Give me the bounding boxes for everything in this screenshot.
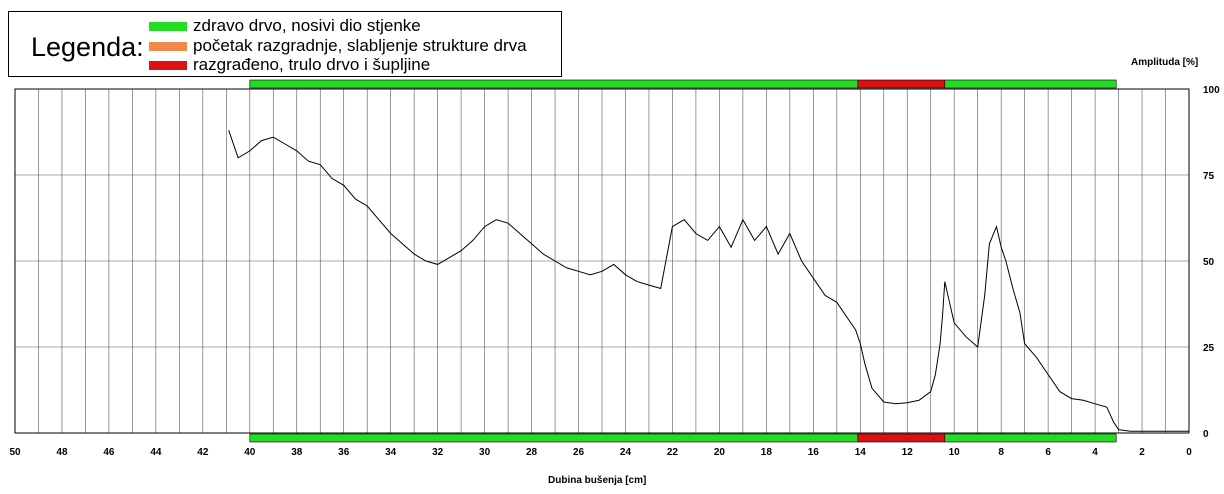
x-tick-label: 16 xyxy=(808,447,820,458)
status-band-top xyxy=(857,79,946,89)
status-band-bottom xyxy=(857,433,946,443)
x-tick-label: 38 xyxy=(291,447,303,458)
status-band-top xyxy=(944,79,1117,89)
legend-item-healthy: zdravo drvo, nosivi dio stjenke xyxy=(149,16,421,36)
plot-frame xyxy=(14,88,1190,434)
series-layer xyxy=(228,130,1189,432)
y-tick-label: 50 xyxy=(1203,257,1215,268)
legend-item-decay-start: početak razgradnje, slabljenje strukture… xyxy=(149,36,527,56)
amplitude-line xyxy=(228,130,1189,432)
x-tick-label: 0 xyxy=(1186,447,1192,458)
legend-label-decay-start: početak razgradnje, slabljenje strukture… xyxy=(193,36,527,55)
x-tick-label: 42 xyxy=(197,447,209,458)
x-tick-label: 36 xyxy=(338,447,350,458)
legend-label-healthy: zdravo drvo, nosivi dio stjenke xyxy=(193,16,421,35)
x-tick-label: 26 xyxy=(573,447,585,458)
x-axis-title: Dubina bušenja [cm] xyxy=(548,475,647,486)
legend: Legenda: zdravo drvo, nosivi dio stjenke… xyxy=(8,11,562,77)
x-tick-label: 20 xyxy=(714,447,726,458)
x-tick-label: 6 xyxy=(1045,447,1051,458)
legend-item-rotten: razgrađeno, trulo drvo i šupljine xyxy=(149,55,430,75)
legend-title: Legenda: xyxy=(31,32,144,62)
x-tick-label: 32 xyxy=(432,447,444,458)
x-tick-label: 12 xyxy=(902,447,914,458)
x-tick-label: 28 xyxy=(526,447,538,458)
status-band-layer xyxy=(249,79,1117,443)
status-band-bottom xyxy=(249,433,859,443)
x-tick-label: 34 xyxy=(385,447,397,458)
x-tick-label: 46 xyxy=(103,447,115,458)
x-tick-label: 4 xyxy=(1092,447,1098,458)
legend-swatch-rotten xyxy=(149,60,187,70)
legend-label-rotten: razgrađeno, trulo drvo i šupljine xyxy=(193,55,431,74)
x-tick-label: 10 xyxy=(949,447,961,458)
y-tick-label: 100 xyxy=(1203,85,1220,96)
x-tick-label: 30 xyxy=(479,447,491,458)
y-axis-title: Amplituda [%] xyxy=(1131,57,1199,68)
x-tick-label: 2 xyxy=(1139,447,1145,458)
x-tick-label: 48 xyxy=(56,447,68,458)
status-band-top xyxy=(249,79,859,89)
y-tick-label: 25 xyxy=(1203,343,1215,354)
x-tick-label: 22 xyxy=(667,447,679,458)
tick-label-layer: 50 48 46 44 42 40 38 36 34 32 30 28 26 24 22 20 18 16 14 12… xyxy=(9,85,1220,458)
x-tick-label: 18 xyxy=(761,447,773,458)
legend-swatch-healthy xyxy=(149,21,187,31)
legend-swatch-decay-start xyxy=(149,41,187,51)
status-band-bottom xyxy=(944,433,1117,443)
x-tick-label: 24 xyxy=(620,447,632,458)
grid-layer xyxy=(15,88,1189,434)
x-tick-label: 50 xyxy=(9,447,21,458)
y-tick-label: 75 xyxy=(1203,171,1215,182)
x-tick-label: 40 xyxy=(244,447,256,458)
y-tick-label: 0 xyxy=(1203,429,1209,440)
x-tick-label: 14 xyxy=(855,447,867,458)
x-tick-label: 44 xyxy=(150,447,162,458)
x-tick-label: 8 xyxy=(998,447,1004,458)
